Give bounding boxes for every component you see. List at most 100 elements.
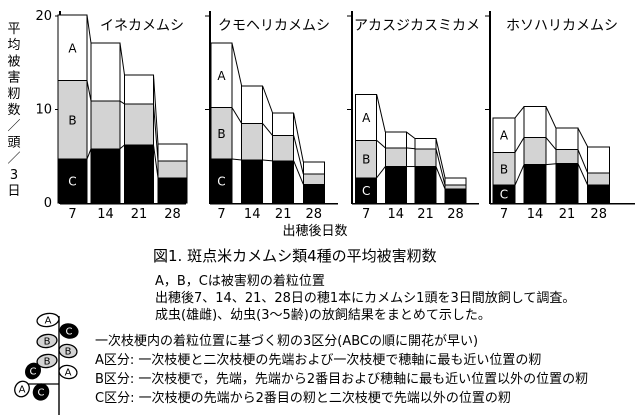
grain-letter-B: B — [44, 357, 51, 368]
x-tick-label: 7 — [68, 207, 76, 222]
stack-connector — [405, 131, 416, 139]
stack-connector — [435, 148, 446, 186]
grain-letter-C: C — [38, 388, 45, 399]
stack-connector — [262, 123, 274, 136]
segment-label-C: C — [68, 175, 76, 189]
stack-connector — [231, 158, 242, 161]
bar-segment-A — [444, 177, 467, 186]
stack-connector — [262, 85, 274, 114]
bar-segment-C — [587, 184, 611, 204]
stack-connector — [153, 144, 159, 178]
grain-B — [36, 353, 58, 369]
stack-connector — [376, 166, 386, 179]
x-tick-label: 14 — [244, 207, 261, 222]
segment-label-B: B — [68, 113, 76, 127]
bar-segment-C — [302, 183, 325, 204]
stack-connector — [262, 159, 273, 162]
x-tick-label: 14 — [527, 207, 544, 222]
bar-segment-B — [302, 173, 325, 185]
stack-connector — [231, 107, 243, 124]
stack-connector — [514, 106, 525, 119]
stack-connector — [545, 137, 557, 151]
stack-connector — [86, 80, 92, 102]
bar-segment-A — [555, 127, 579, 151]
bar-segment-A — [302, 161, 325, 175]
stack-connector — [514, 164, 525, 186]
bar-segment-A — [124, 74, 154, 105]
bar-segment-C — [90, 148, 121, 204]
y-tick-label: 10 — [35, 103, 52, 118]
legend-item-a: A区分: 一次枝梗と二次枝梗の先端および一次枝梗で穂軸に最も近い位置の籾 — [95, 353, 542, 368]
stack-connector — [293, 113, 304, 162]
figure-caption: 図1. 斑点米カメムシ類4種の平均被害籾数 — [153, 247, 437, 265]
stack-connector — [577, 163, 589, 186]
stack-connector — [545, 106, 557, 129]
x-tick-label: 21 — [275, 207, 292, 222]
bar-segment-C — [384, 166, 407, 204]
legend-item-b: B区分: 一次枝梗で，先端，先端から2番目および穂軸に最も近い位置以外の位置の籾 — [95, 372, 589, 387]
bar-segment-B — [555, 149, 579, 165]
stack-connector — [153, 103, 159, 161]
panel-title: ホソハリカメムシ — [506, 18, 618, 34]
grain-A — [36, 312, 60, 328]
grain-C — [59, 323, 79, 339]
stack-connector — [119, 43, 125, 75]
grain-B — [58, 343, 78, 359]
grain-letter-C: C — [30, 367, 37, 378]
y-axis-title-char: 籾 — [7, 87, 20, 102]
x-tick-label: 21 — [417, 207, 434, 222]
bar-segment-B — [414, 148, 437, 168]
segment-label-C: C — [500, 188, 508, 202]
y-axis-title-char: ／ — [7, 119, 20, 134]
stack-connector — [376, 94, 386, 133]
x-tick-label: 28 — [306, 207, 323, 222]
stack-connector — [119, 144, 125, 150]
bar-segment-B — [523, 137, 547, 166]
grain-class-legend: 一次枝梗内の着粒位置に基づく籾の3区分(ABCの順に開花が早い) A区分: 一次… — [95, 332, 588, 408]
grain-letter-A: A — [65, 368, 72, 379]
stack-connector — [406, 147, 416, 150]
bar-segment-A — [157, 143, 188, 162]
bar-segment-C — [523, 164, 547, 204]
segment-label-A: A — [68, 41, 77, 55]
bar-segment-B — [57, 80, 88, 160]
bar-segment-B — [384, 147, 407, 168]
grain-letter-A: A — [19, 385, 26, 396]
note-line: A，B，Cは被害籾の着粒位置 — [155, 274, 325, 289]
x-tick-label: 7 — [217, 207, 225, 222]
grain-A — [14, 380, 30, 398]
stack-connector — [577, 149, 589, 174]
bar-segment-C — [555, 163, 579, 204]
x-tick-label: 28 — [164, 207, 181, 222]
bar-segment-C — [124, 144, 154, 204]
x-tick-label: 7 — [362, 207, 370, 222]
stack-connector — [153, 74, 159, 145]
segment-label-A: A — [362, 111, 371, 125]
panel-title: クモヘリカメムシ — [218, 18, 330, 34]
y-axis-title-char: 害 — [7, 70, 20, 86]
bar-segment-C — [414, 166, 437, 204]
bar-segment-A — [384, 131, 407, 149]
bar-segment-A — [523, 106, 547, 139]
stack-connector — [514, 137, 525, 153]
bar-segment-C — [57, 158, 88, 204]
stack-connector — [376, 139, 386, 149]
x-tick-label: 21 — [131, 207, 148, 222]
bar-segment-B — [124, 103, 154, 146]
stack-connector — [119, 100, 125, 105]
grain-letter-B: B — [65, 347, 72, 358]
stack-connector — [435, 166, 446, 190]
x-tick-label: 28 — [590, 207, 607, 222]
stack-connector — [577, 127, 589, 148]
grain-B — [36, 333, 58, 349]
segment-label-C: C — [362, 184, 370, 198]
bar-segment-B — [241, 123, 264, 161]
segment-label-B: B — [500, 162, 508, 176]
segment-label-C: C — [217, 175, 225, 189]
y-axis-title-char: ／ — [7, 152, 20, 167]
bar-segment-A — [272, 112, 295, 137]
bar-segment-A — [414, 137, 437, 150]
bar-segment-B — [587, 172, 611, 186]
grain-C — [25, 362, 41, 380]
